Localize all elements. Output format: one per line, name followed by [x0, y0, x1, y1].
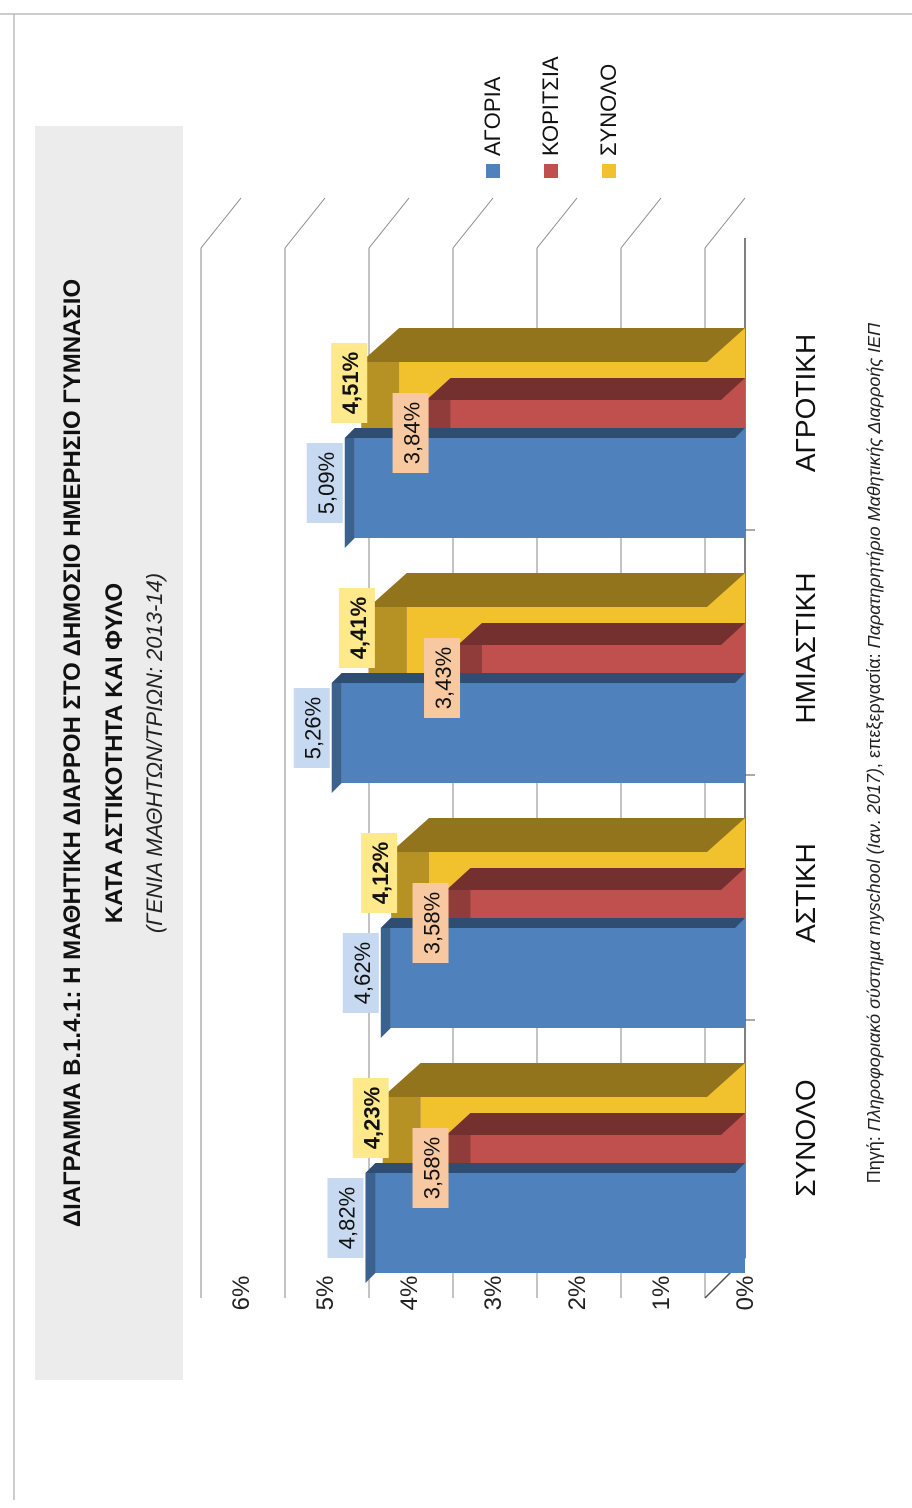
legend-swatch	[544, 164, 558, 178]
bar-side-1-2	[458, 623, 745, 645]
source-name: Πληροφοριακό σύστημα myschool (Ιαν. 2017…	[864, 768, 884, 1131]
bar-side-1-3	[426, 378, 745, 400]
bar-side-1-0	[446, 1113, 745, 1135]
y-tick-label: 4%	[396, 1276, 423, 1311]
data-label-box	[424, 638, 461, 718]
bar-side-0-0	[365, 1163, 745, 1173]
data-label: 3,84%	[400, 402, 425, 464]
bar-side-0-3	[344, 428, 745, 438]
y-tick-label: 1%	[648, 1276, 675, 1311]
bar-top-0-2	[331, 673, 342, 793]
gridline-diagonal	[200, 197, 242, 249]
data-label-box	[293, 688, 330, 768]
gridline-diagonal	[368, 197, 410, 249]
legend-label: ΚΟΡΙΤΣΙΑ	[538, 56, 563, 156]
rotated-chart: ΔΙΑΓΡΑΜΜΑ Β.1.4.1: Η ΜΑΘΗΤΙΚΗ ΔΙΑΡΡΟΗ ΣΤ…	[35, 56, 884, 1380]
y-tick-label: 2%	[564, 1276, 591, 1311]
gridline-diagonal	[704, 197, 746, 249]
bar-0-0	[375, 1163, 745, 1273]
bar-side-1-1	[446, 868, 745, 890]
source-note: Πηγή: Πληροφοριακό σύστημα myschool (Ιαν…	[864, 322, 884, 1183]
bar-top-0-1	[380, 918, 391, 1038]
bar-side-0-1	[380, 918, 745, 928]
data-label-box	[412, 883, 449, 963]
source-prefix: Πηγή:	[864, 1131, 884, 1183]
data-label-box	[412, 1128, 449, 1208]
x-category-label: ΑΓΡΟΤΙΚΗ	[790, 334, 821, 472]
data-label: 4,82%	[334, 1187, 359, 1249]
chart-title-line: ΔΙΑΓΡΑΜΜΑ Β.1.4.1: Η ΜΑΘΗΤΙΚΗ ΔΙΑΡΡΟΗ ΣΤ…	[59, 279, 86, 1227]
bar-side-2-2	[368, 573, 745, 607]
source-middle: , επεξεργασία:	[864, 648, 884, 768]
bar-side-2-1	[391, 818, 745, 852]
legend: ΑΓΟΡΙΑ ΚΟΡΙΤΣΙΑ ΣΥΝΟΛΟ	[480, 56, 621, 178]
chart-subtitle: (ΓΕΝΙΑ ΜΑΘΗΤΩΝ/ΤΡΙΩΝ: 2013-14)	[142, 573, 167, 933]
bar-0-2	[341, 673, 745, 783]
chart-title-line: ΚΑΤΑ ΑΣΤΙΚΟΤΗΤΑ ΚΑΙ ΦΥΛΟ	[101, 583, 128, 923]
bar-0-3	[354, 428, 745, 538]
data-label-box	[352, 1078, 389, 1158]
x-category-label: ΗΜΙΑΣΤΙΚΗ	[790, 572, 821, 723]
data-label-box	[392, 393, 429, 473]
data-label-box	[306, 443, 343, 523]
data-label: 5,09%	[314, 452, 339, 514]
title-box	[35, 126, 183, 1380]
data-label: 5,26%	[301, 697, 326, 759]
data-label: 3,58%	[420, 892, 445, 954]
y-tick-label: 0%	[732, 1276, 759, 1311]
y-tick-label: 5%	[312, 1276, 339, 1311]
x-category-label: ΑΣΤΙΚΗ	[790, 843, 821, 943]
gridline-diagonal	[536, 197, 578, 249]
y-tick-label: 6%	[228, 1276, 255, 1311]
y-tick-label: 3%	[480, 1276, 507, 1311]
data-label: 4,23%	[360, 1087, 385, 1149]
legend-label: ΑΓΟΡΙΑ	[480, 76, 505, 156]
bar-side-2-3	[361, 328, 745, 362]
data-label-box	[361, 833, 398, 913]
legend-swatch	[486, 164, 500, 178]
data-label-box	[327, 1178, 364, 1258]
gridline-diagonal	[620, 197, 662, 249]
data-label: 4,62%	[350, 942, 375, 1004]
gridline-diagonal	[284, 197, 326, 249]
data-label: 3,58%	[420, 1137, 445, 1199]
data-label: 4,51%	[338, 352, 363, 414]
data-label: 3,43%	[431, 647, 456, 709]
y-axis: 0% 1% 2% 3% 4% 5% 6%	[228, 1276, 759, 1311]
bar-side-0-2	[331, 673, 745, 683]
bar-side-2-0	[382, 1063, 745, 1097]
data-label-box	[342, 933, 379, 1013]
data-label-box	[338, 588, 375, 668]
x-category-label: ΣΥΝΟΛΟ	[790, 1079, 821, 1196]
source-processor: Παρατηρητήριο Μαθητικής Διαρροής ΙΕΠ	[864, 322, 884, 649]
data-label-box	[331, 343, 368, 423]
bar-0-1	[390, 918, 745, 1028]
bar-top-0-0	[365, 1163, 376, 1283]
bar-top-0-3	[344, 428, 355, 548]
data-label: 4,12%	[368, 842, 393, 904]
legend-swatch	[602, 164, 616, 178]
legend-label: ΣΥΝΟΛΟ	[596, 64, 621, 156]
gridline-diagonal	[452, 197, 494, 249]
data-label: 4,41%	[346, 597, 371, 659]
